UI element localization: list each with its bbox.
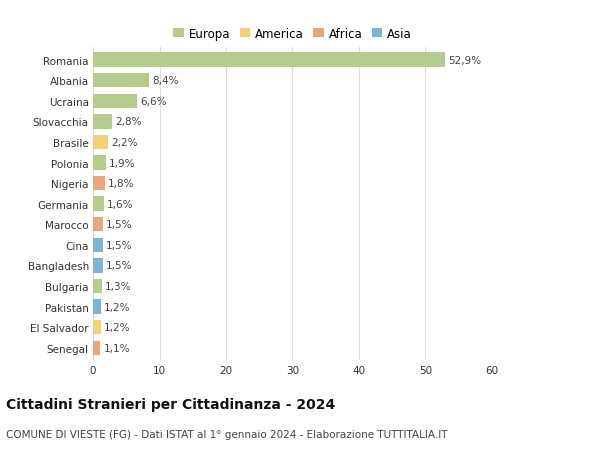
Bar: [93, 115, 112, 129]
Bar: [93, 279, 101, 294]
Bar: [93, 300, 101, 314]
Bar: [93, 53, 445, 67]
Legend: Europa, America, Africa, Asia: Europa, America, Africa, Asia: [169, 23, 416, 45]
Bar: [93, 341, 100, 355]
Text: 8,4%: 8,4%: [152, 76, 179, 86]
Text: 6,6%: 6,6%: [140, 96, 167, 106]
Bar: [93, 177, 105, 191]
Text: 1,2%: 1,2%: [104, 323, 131, 332]
Text: 1,2%: 1,2%: [104, 302, 131, 312]
Bar: [93, 156, 106, 170]
Bar: [93, 74, 149, 88]
Text: 1,5%: 1,5%: [106, 261, 133, 271]
Text: 1,1%: 1,1%: [104, 343, 130, 353]
Bar: [93, 95, 137, 109]
Text: Cittadini Stranieri per Cittadinanza - 2024: Cittadini Stranieri per Cittadinanza - 2…: [6, 397, 335, 411]
Bar: [93, 135, 107, 150]
Text: 1,5%: 1,5%: [106, 241, 133, 250]
Bar: [93, 259, 103, 273]
Text: 1,9%: 1,9%: [109, 158, 136, 168]
Text: COMUNE DI VIESTE (FG) - Dati ISTAT al 1° gennaio 2024 - Elaborazione TUTTITALIA.: COMUNE DI VIESTE (FG) - Dati ISTAT al 1°…: [6, 429, 448, 439]
Text: 1,6%: 1,6%: [107, 199, 133, 209]
Text: 2,2%: 2,2%: [111, 138, 137, 148]
Text: 1,5%: 1,5%: [106, 220, 133, 230]
Bar: [93, 197, 104, 212]
Text: 1,3%: 1,3%: [105, 281, 131, 291]
Bar: [93, 238, 103, 252]
Text: 1,8%: 1,8%: [108, 179, 135, 189]
Bar: [93, 218, 103, 232]
Bar: [93, 320, 101, 335]
Text: 52,9%: 52,9%: [448, 56, 481, 66]
Text: 2,8%: 2,8%: [115, 117, 142, 127]
